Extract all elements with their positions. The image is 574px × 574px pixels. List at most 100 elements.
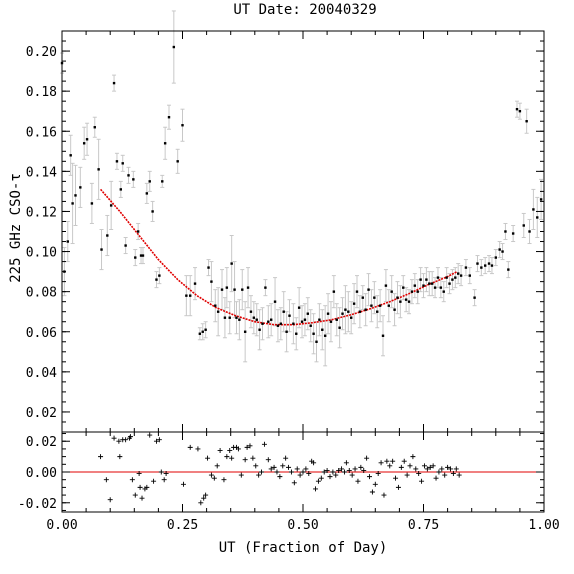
data-point bbox=[269, 318, 273, 321]
data-point bbox=[300, 320, 304, 323]
residual-point bbox=[364, 455, 370, 461]
residual-point bbox=[447, 466, 453, 472]
residual-point bbox=[407, 463, 413, 469]
data-point bbox=[370, 304, 373, 307]
data-point bbox=[193, 282, 197, 285]
residual-point bbox=[147, 432, 153, 438]
data-point bbox=[176, 160, 179, 163]
data-point bbox=[238, 318, 241, 321]
data-point bbox=[507, 268, 510, 271]
data-point bbox=[155, 278, 158, 281]
residual-point bbox=[280, 463, 286, 469]
data-point bbox=[515, 107, 519, 111]
residual-point bbox=[404, 472, 410, 478]
data-point bbox=[361, 296, 364, 299]
residual-point bbox=[358, 464, 364, 470]
residual-point bbox=[103, 477, 109, 483]
data-point bbox=[329, 320, 333, 323]
data-point bbox=[207, 266, 210, 269]
data-point bbox=[393, 308, 396, 311]
data-point bbox=[396, 296, 399, 299]
residual-point bbox=[433, 475, 439, 481]
data-point bbox=[235, 316, 238, 319]
residual-point bbox=[256, 472, 262, 478]
residual-point bbox=[321, 469, 327, 475]
resid-y-tick-label: 0.02 bbox=[26, 435, 57, 450]
residual-point bbox=[369, 489, 375, 495]
residual-point bbox=[107, 497, 113, 503]
data-point bbox=[487, 262, 491, 265]
residual-point bbox=[250, 455, 256, 461]
residual-point bbox=[333, 472, 339, 478]
residual-point bbox=[242, 457, 248, 463]
data-point bbox=[355, 290, 359, 293]
residual-point bbox=[355, 478, 361, 484]
residual-point bbox=[341, 469, 347, 475]
residual-point bbox=[327, 474, 333, 480]
residual-point bbox=[395, 484, 401, 490]
data-point bbox=[201, 330, 204, 333]
residual-point bbox=[195, 446, 201, 452]
data-point bbox=[494, 256, 497, 259]
data-point bbox=[295, 332, 298, 335]
data-point bbox=[326, 312, 330, 315]
data-point bbox=[504, 230, 507, 233]
data-point bbox=[352, 302, 356, 305]
residual-point bbox=[214, 463, 220, 469]
residual-point bbox=[349, 472, 355, 478]
data-point bbox=[172, 45, 176, 49]
data-point bbox=[384, 284, 388, 287]
data-point bbox=[136, 230, 140, 233]
data-point bbox=[189, 294, 192, 297]
data-point bbox=[315, 340, 318, 343]
residual-point bbox=[384, 458, 390, 464]
data-point bbox=[82, 142, 86, 145]
residual-point bbox=[315, 478, 321, 484]
data-point bbox=[413, 284, 417, 287]
data-point bbox=[109, 204, 113, 207]
data-point bbox=[350, 316, 353, 319]
resid-y-tick-label: 0.00 bbox=[26, 466, 57, 481]
residual-point bbox=[424, 466, 430, 472]
data-point bbox=[204, 328, 207, 331]
residual-point bbox=[123, 437, 129, 443]
main-plot-frame bbox=[61, 30, 545, 433]
data-point bbox=[115, 160, 119, 163]
residual-point bbox=[247, 443, 253, 449]
data-point bbox=[323, 334, 327, 337]
data-point bbox=[309, 324, 312, 327]
data-point bbox=[367, 288, 370, 291]
residual-point bbox=[244, 444, 250, 450]
data-point bbox=[243, 330, 247, 333]
data-point bbox=[71, 202, 74, 205]
residual-point bbox=[203, 492, 209, 498]
data-point bbox=[124, 244, 127, 247]
residual-point bbox=[291, 480, 297, 486]
residual-point bbox=[450, 471, 456, 477]
residual-point bbox=[330, 469, 336, 475]
data-point bbox=[468, 274, 471, 277]
residual-point bbox=[313, 486, 319, 492]
residual-point bbox=[297, 472, 303, 478]
residual-point bbox=[227, 447, 233, 453]
residual-point bbox=[277, 474, 283, 480]
data-point bbox=[407, 300, 411, 303]
residual-point bbox=[390, 458, 396, 464]
data-point bbox=[255, 318, 258, 321]
residual-point bbox=[387, 463, 393, 469]
data-point bbox=[525, 120, 528, 123]
residual-point bbox=[336, 467, 342, 473]
data-point bbox=[90, 202, 94, 205]
data-point bbox=[145, 192, 149, 195]
data-point bbox=[490, 264, 494, 267]
data-point bbox=[404, 298, 408, 301]
residual-point bbox=[421, 463, 427, 469]
data-point bbox=[139, 254, 143, 257]
residual-point bbox=[436, 469, 442, 475]
data-point bbox=[132, 178, 135, 181]
data-point bbox=[225, 286, 229, 289]
data-point bbox=[528, 230, 531, 233]
x-tick-label: 0.25 bbox=[167, 518, 198, 533]
residual-point bbox=[442, 472, 448, 478]
data-point bbox=[167, 116, 171, 119]
